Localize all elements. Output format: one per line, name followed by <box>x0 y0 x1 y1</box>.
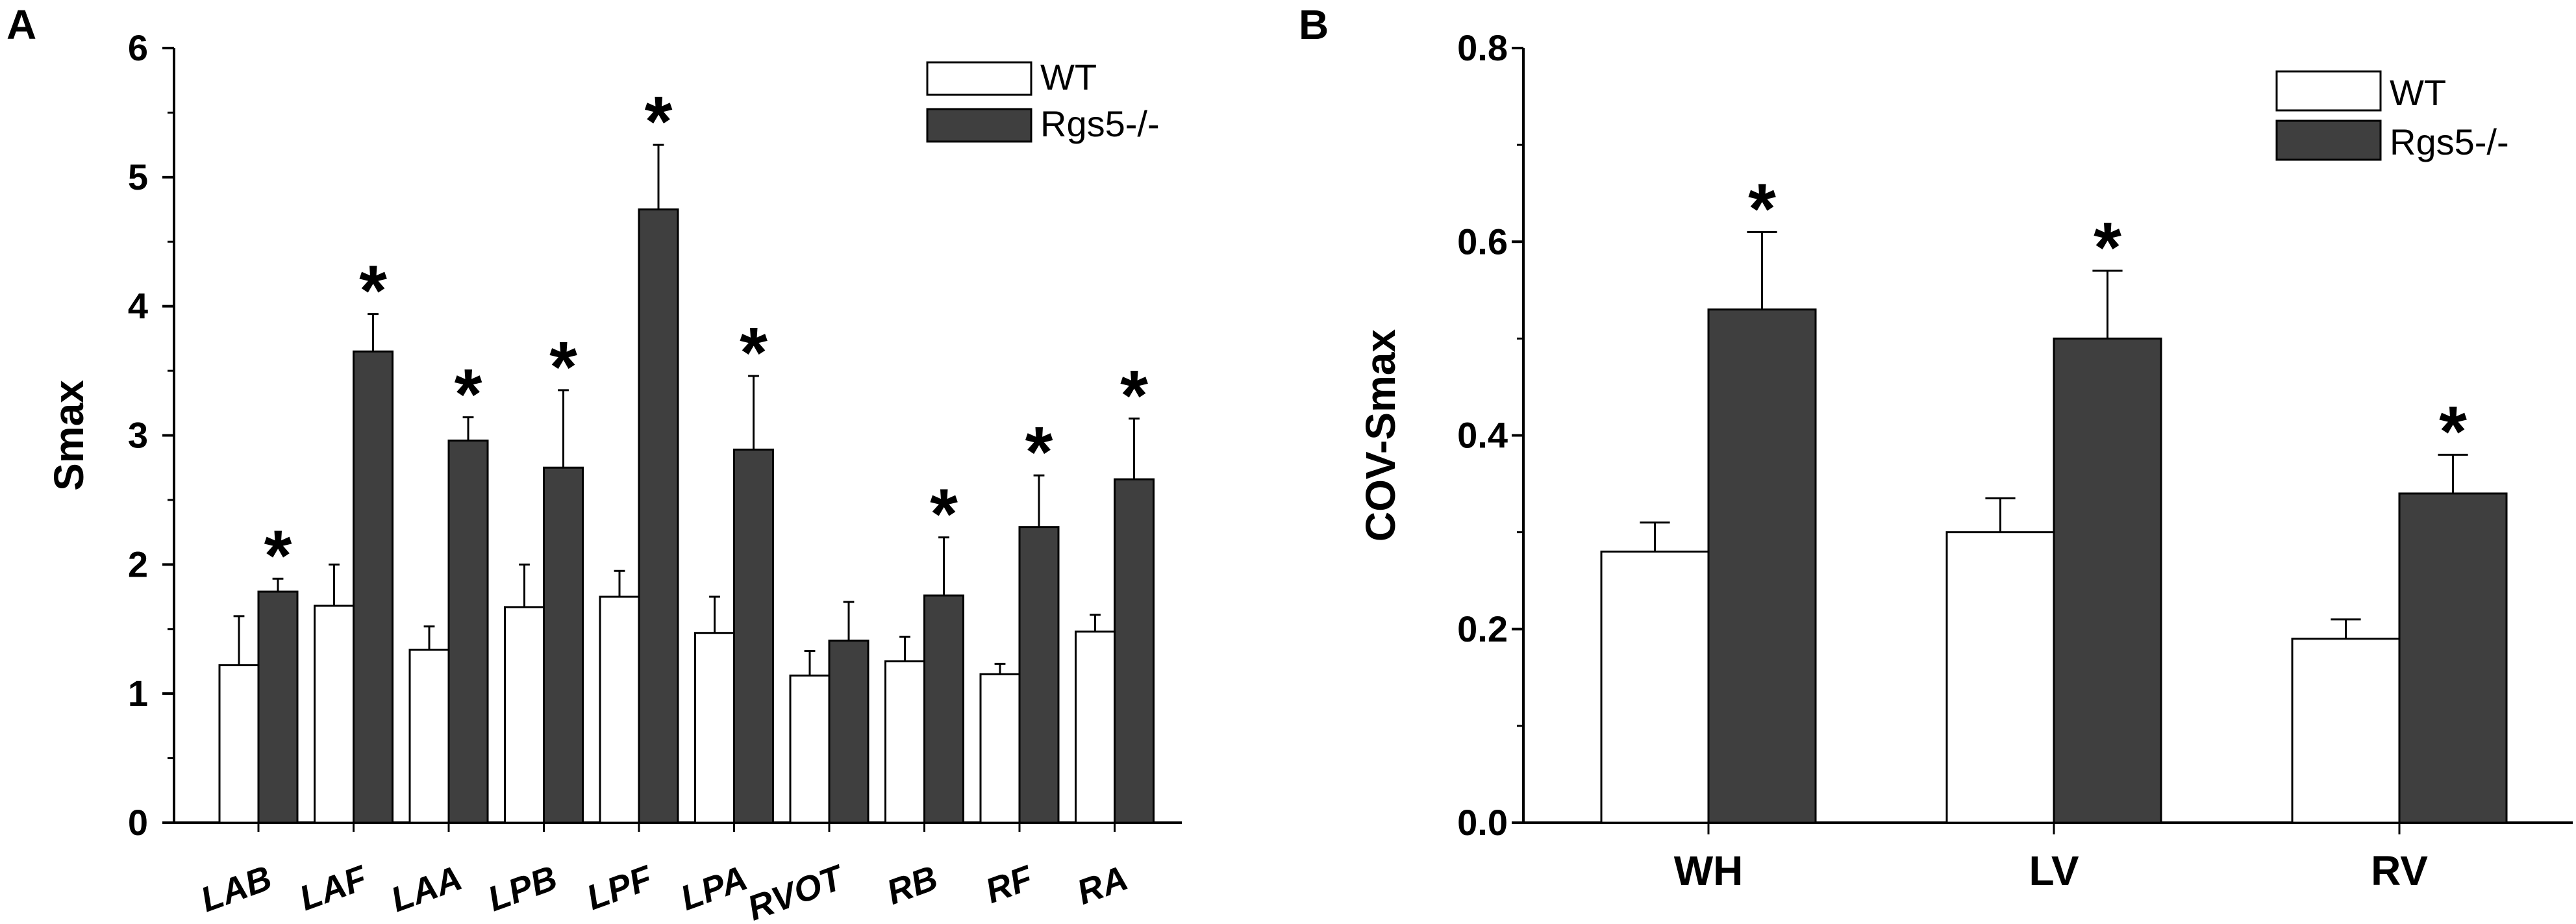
bar-wt <box>979 673 1021 824</box>
panel-a-chart: ASmax0123456*LAB*LAF*LAA*LPB*LPF*LPARVOT… <box>6 1 1182 924</box>
bar-wt <box>1075 631 1116 824</box>
y-axis-title: Smax <box>45 380 92 491</box>
significance-star: * <box>1025 412 1053 492</box>
y-tick-label: 0.8 <box>1457 27 1508 68</box>
significance-star: * <box>740 313 768 393</box>
significance-star: * <box>1120 356 1148 436</box>
bar-wt <box>884 660 925 824</box>
legend-swatch-wt <box>2275 70 2382 112</box>
bar-wt <box>2291 638 2401 824</box>
significance-star: * <box>455 355 482 434</box>
bar-rgs5 <box>543 466 584 824</box>
significance-star: * <box>930 475 958 555</box>
bar-rgs5 <box>1114 478 1155 824</box>
bar-wt <box>504 606 545 824</box>
bar-rgs5 <box>828 640 869 824</box>
significance-star: * <box>264 516 292 595</box>
bar-rgs5 <box>923 594 964 824</box>
y-tick-label: 0 <box>128 802 148 843</box>
significance-star: * <box>549 327 577 407</box>
y-tick-label: 4 <box>128 286 148 327</box>
bar-wt <box>218 664 260 824</box>
bar-rgs5 <box>2053 337 2162 824</box>
bar-rgs5 <box>353 350 394 824</box>
x-tick-label: RV <box>2371 847 2428 894</box>
legend-label: WT <box>2390 72 2446 113</box>
bar-rgs5 <box>638 208 679 824</box>
bar-rgs5 <box>1018 526 1060 824</box>
panel-letter: A <box>6 1 36 48</box>
x-tick-label: WH <box>1674 847 1744 894</box>
bar-rgs5 <box>733 448 774 824</box>
y-tick-label: 3 <box>128 415 148 456</box>
bar-wt <box>408 649 450 824</box>
bar-rgs5 <box>257 590 299 824</box>
bar-rgs5 <box>2398 492 2508 824</box>
legend-label: WT <box>1040 56 1097 97</box>
bar-wt <box>789 674 831 824</box>
y-tick-label: 0.6 <box>1457 221 1508 262</box>
significance-star: * <box>2439 392 2467 471</box>
bar-wt <box>314 605 355 824</box>
y-tick-label: 6 <box>128 27 148 68</box>
y-tick-label: 1 <box>128 673 148 714</box>
y-tick-label: 0.4 <box>1457 415 1508 456</box>
bar-rgs5 <box>1707 308 1817 824</box>
y-tick-label: 0.0 <box>1457 802 1508 843</box>
panel-letter: B <box>1299 1 1329 48</box>
significance-star: * <box>1748 169 1776 249</box>
significance-star: * <box>359 251 387 331</box>
significance-star: * <box>645 82 673 162</box>
y-tick-label: 2 <box>128 543 148 584</box>
panel-b-chart: B COV-Smax 0.0 0.2 0.4 0.6 0.8 * WH * LV * RV WT Rgs5-… <box>1299 1 2573 894</box>
legend-swatch-wt <box>926 61 1032 96</box>
significance-star: * <box>2094 208 2121 288</box>
bar-rgs5 <box>447 439 489 824</box>
bar-wt <box>1600 550 1710 824</box>
y-axis-title: COV-Smax <box>1357 329 1404 542</box>
x-tick-label: LV <box>2029 847 2079 894</box>
legend-label: Rgs5-/- <box>1040 103 1160 144</box>
bar-wt <box>599 595 640 824</box>
bar-wt <box>694 632 735 824</box>
legend-swatch-rgs5 <box>926 108 1032 143</box>
y-tick-label: 5 <box>128 156 148 197</box>
bar-wt <box>1945 531 2055 824</box>
legend-label: Rgs5-/- <box>2390 121 2509 162</box>
legend-swatch-rgs5 <box>2275 119 2382 161</box>
y-tick-label: 0.2 <box>1457 608 1508 649</box>
